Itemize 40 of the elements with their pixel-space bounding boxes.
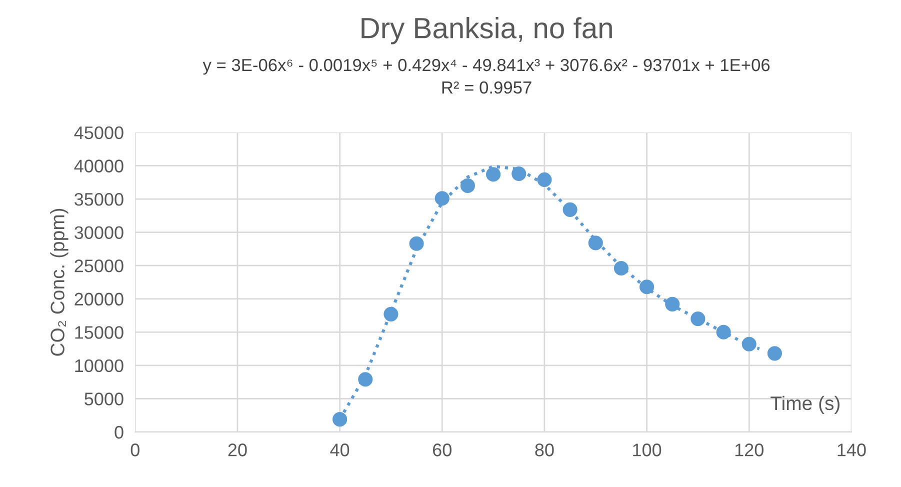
point (358, 372, 373, 387)
point (588, 236, 603, 250)
y-tick-label: 25000 (74, 260, 124, 272)
y-tick-label: 20000 (74, 292, 124, 306)
point (537, 172, 552, 188)
point (742, 336, 756, 352)
point (716, 324, 731, 340)
point (409, 236, 424, 251)
x-tick-label: 80 (535, 444, 554, 456)
point (512, 166, 526, 182)
y-tick-label: 45000 (74, 126, 124, 140)
x-tick-label: 0 (130, 444, 140, 456)
x-tick-label: 100 (633, 444, 662, 456)
x-tick-label: 140 (838, 444, 866, 456)
chart-subtitle: y = 3E-06x⁶ - 0.0019x⁵ + 0.429x⁴ - 49.841x³ + 3076.6x² - 93701x + 1E+06 R² = 0.9957 (202, 58, 770, 94)
chart-title: Dry Banksia, no fan (362, 17, 612, 44)
x-tick-label: 20 (228, 444, 247, 456)
point (562, 202, 578, 217)
point (460, 178, 475, 193)
point (434, 191, 450, 206)
point (384, 306, 398, 322)
y-tick-label: 15000 (75, 326, 124, 339)
point (690, 312, 706, 326)
x-axis-title: Time (s) (770, 396, 840, 414)
x-tick-label: 60 (433, 444, 452, 456)
y-tick-label: 0 (114, 426, 124, 439)
y-tick-label: 30000 (74, 226, 124, 240)
y-tick-label: 5000 (84, 392, 124, 406)
y-tick-label: 40000 (74, 160, 124, 172)
point (614, 260, 628, 276)
x-tick-label: 120 (735, 444, 764, 456)
x-tick-label: 40 (330, 444, 350, 456)
y-tick-label: 35000 (74, 192, 124, 206)
point (332, 412, 348, 427)
y-axis-title: CO₂ Conc. (ppm) (50, 208, 68, 356)
point (665, 296, 680, 312)
point (767, 346, 782, 361)
point (640, 280, 654, 294)
y-tick-label: 10000 (75, 359, 124, 372)
point (486, 167, 501, 182)
